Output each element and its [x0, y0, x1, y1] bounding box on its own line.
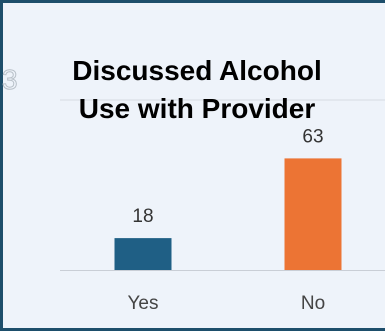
data-label-no: 63 [302, 126, 323, 147]
category-label-no: No [301, 293, 325, 314]
category-label-yes: Yes [128, 293, 159, 314]
corner-digit: 3 [2, 64, 19, 95]
bar-no [284, 158, 342, 270]
data-label-yes: 18 [132, 206, 153, 227]
bar-yes [114, 238, 172, 270]
chart-marks: 18 Yes 63 No [114, 126, 342, 314]
chart-title: Discussed Alcohol Use with Provider [72, 55, 322, 124]
